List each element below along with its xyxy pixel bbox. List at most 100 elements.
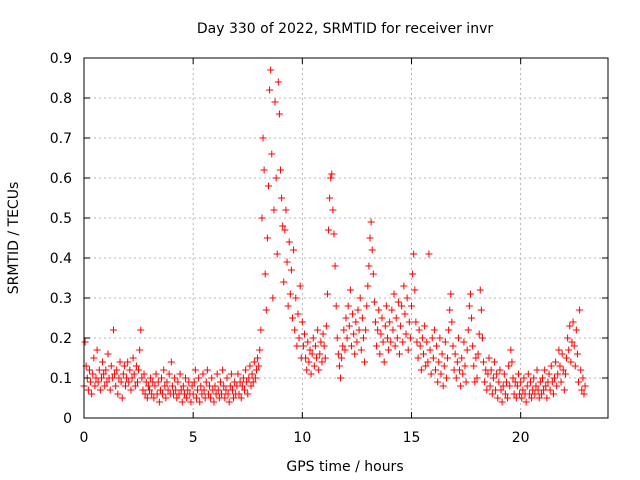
data-point <box>506 382 514 390</box>
data-point <box>466 290 474 298</box>
data-point <box>247 382 255 390</box>
data-point <box>278 194 286 202</box>
data-point <box>320 342 328 350</box>
data-point <box>533 366 541 374</box>
data-point <box>415 326 423 334</box>
data-point <box>485 354 493 362</box>
data-point <box>444 354 452 362</box>
data-point <box>416 342 424 350</box>
data-point <box>340 326 348 334</box>
data-point <box>343 334 351 342</box>
data-point <box>171 374 179 382</box>
data-point <box>437 370 445 378</box>
data-point <box>388 306 396 314</box>
y-tick-label: 0.5 <box>50 211 72 227</box>
x-tick-label: 15 <box>403 430 421 446</box>
data-point <box>341 346 349 354</box>
data-point <box>402 330 410 338</box>
data-point <box>93 346 101 354</box>
data-point <box>528 394 536 402</box>
data-point <box>361 358 369 366</box>
data-point <box>570 342 578 350</box>
data-point <box>88 390 96 398</box>
data-point <box>238 382 246 390</box>
data-point <box>471 378 479 386</box>
data-point <box>480 358 488 366</box>
data-point <box>187 398 195 406</box>
data-point <box>244 390 252 398</box>
data-point <box>199 370 207 378</box>
data-point <box>434 378 442 386</box>
data-point <box>363 302 371 310</box>
data-point <box>382 302 390 310</box>
data-point <box>366 234 374 242</box>
data-point <box>118 394 126 402</box>
data-point <box>224 390 232 398</box>
data-point <box>246 362 254 370</box>
data-point <box>99 358 107 366</box>
data-point <box>557 378 565 386</box>
data-point <box>338 354 346 362</box>
data-point <box>400 282 408 290</box>
data-point <box>255 362 263 370</box>
data-point <box>458 354 466 362</box>
data-point <box>439 382 447 390</box>
data-point <box>553 382 561 390</box>
data-point <box>311 342 319 350</box>
data-point <box>576 306 584 314</box>
data-point <box>540 386 548 394</box>
data-point <box>472 354 480 362</box>
data-point <box>208 374 216 382</box>
data-point <box>393 334 401 342</box>
data-point <box>192 394 200 402</box>
data-point <box>325 226 333 234</box>
data-point <box>394 298 402 306</box>
data-point <box>334 350 342 358</box>
data-point <box>473 374 481 382</box>
data-point <box>252 366 260 374</box>
data-point <box>142 378 150 386</box>
data-point <box>477 306 485 314</box>
data-point <box>188 382 196 390</box>
data-point <box>102 366 110 374</box>
data-point <box>277 166 284 174</box>
y-tick-label: 0.4 <box>50 251 72 267</box>
data-point <box>484 370 492 378</box>
y-tick-label: 0.7 <box>50 131 72 147</box>
data-point <box>256 346 264 354</box>
data-point <box>115 374 123 382</box>
x-tick-label: 20 <box>512 430 530 446</box>
data-point <box>119 370 127 378</box>
data-point <box>91 382 99 390</box>
data-point <box>365 262 373 270</box>
data-point <box>408 302 415 310</box>
data-point <box>545 370 553 378</box>
data-point <box>532 382 540 390</box>
data-point <box>141 390 149 398</box>
data-point <box>567 358 575 366</box>
data-point <box>409 270 417 278</box>
data-point <box>565 346 573 354</box>
data-point <box>385 346 393 354</box>
data-point <box>377 330 385 338</box>
data-point <box>490 358 498 366</box>
data-point <box>155 398 163 406</box>
data-point <box>460 338 468 346</box>
data-point <box>190 378 198 386</box>
data-point <box>317 338 325 346</box>
y-tick-label: 0.3 <box>50 291 72 307</box>
data-point <box>314 326 322 334</box>
data-point <box>162 394 170 402</box>
data-point <box>428 334 436 342</box>
data-point <box>369 270 377 278</box>
data-point <box>581 382 589 390</box>
data-point <box>198 390 206 398</box>
data-point <box>414 354 422 362</box>
data-point <box>263 234 271 242</box>
data-point <box>165 370 173 378</box>
data-point <box>331 262 339 270</box>
data-point <box>97 374 105 382</box>
data-point <box>383 334 391 342</box>
data-point <box>463 346 471 354</box>
data-point <box>502 378 510 386</box>
